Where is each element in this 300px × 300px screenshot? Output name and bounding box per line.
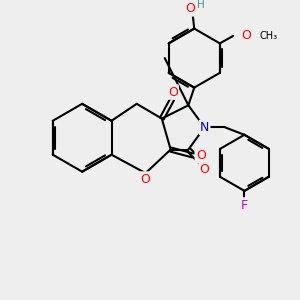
Text: H: H: [197, 0, 205, 10]
Text: O: O: [141, 172, 151, 185]
Text: O: O: [242, 29, 251, 43]
Text: O: O: [168, 85, 178, 98]
Text: O: O: [185, 2, 195, 15]
Text: CH₃: CH₃: [259, 31, 277, 41]
Text: O: O: [200, 163, 209, 176]
Text: F: F: [241, 199, 248, 212]
Text: O: O: [196, 149, 206, 162]
Text: N: N: [200, 121, 209, 134]
